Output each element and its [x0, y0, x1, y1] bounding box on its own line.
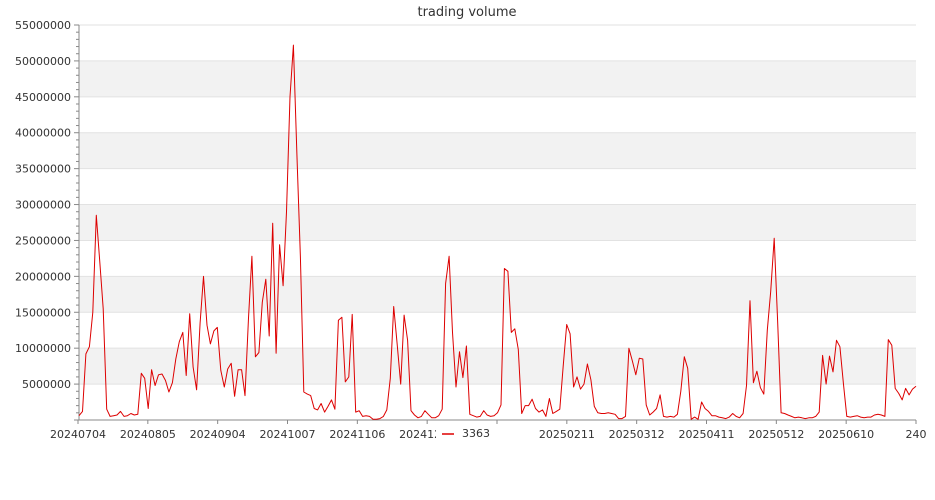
grid-band [79, 204, 916, 241]
y-tick-label: 5000000 [22, 378, 71, 391]
y-tick-label: 30000000 [15, 199, 71, 212]
y-axis: 5000000 10000000 15000000 20000000 25000000 3… [15, 19, 80, 421]
x-axis: 20240704 20240805 20240904 20241007 20241106… [50, 419, 927, 441]
x-tick-label: 20241106 [329, 428, 385, 441]
grid-bands [79, 60, 916, 385]
y-tick-label: 25000000 [15, 234, 71, 247]
y-tick-label: 45000000 [15, 91, 71, 104]
x-tick-label: 20250211 [539, 428, 595, 441]
x-tick-label: 20240904 [190, 428, 246, 441]
x-tick-label: 20250610 [818, 428, 874, 441]
legend: 3363 [436, 425, 526, 443]
grid-band [79, 348, 916, 385]
y-tick-label: 50000000 [15, 55, 71, 68]
series-layer [78, 44, 917, 420]
y-tick-label: 40000000 [15, 127, 71, 140]
x-tick-label: 20241007 [260, 428, 316, 441]
x-tick-label: 20250512 [748, 428, 804, 441]
grid-lines [79, 24, 916, 385]
x-tick-label: 240 [906, 428, 927, 441]
y-tick-label: 10000000 [15, 342, 71, 355]
y-tick-label: 35000000 [15, 163, 71, 176]
series-line-3363 [78, 44, 917, 420]
y-tick-label: 20000000 [15, 270, 71, 283]
x-tick-label: 20250411 [679, 428, 735, 441]
y-tick-label: 55000000 [15, 19, 71, 32]
y-tick-label: 15000000 [15, 306, 71, 319]
grid-band [79, 60, 916, 97]
chart-title: trading volume [417, 5, 516, 20]
x-tick-label: 20240704 [50, 428, 106, 441]
legend-background [436, 425, 526, 443]
legend-label-3363: 3363 [462, 427, 490, 440]
x-tick-label: 20250312 [609, 428, 665, 441]
grid-band [79, 132, 916, 169]
x-tick-label: 20240805 [120, 428, 176, 441]
